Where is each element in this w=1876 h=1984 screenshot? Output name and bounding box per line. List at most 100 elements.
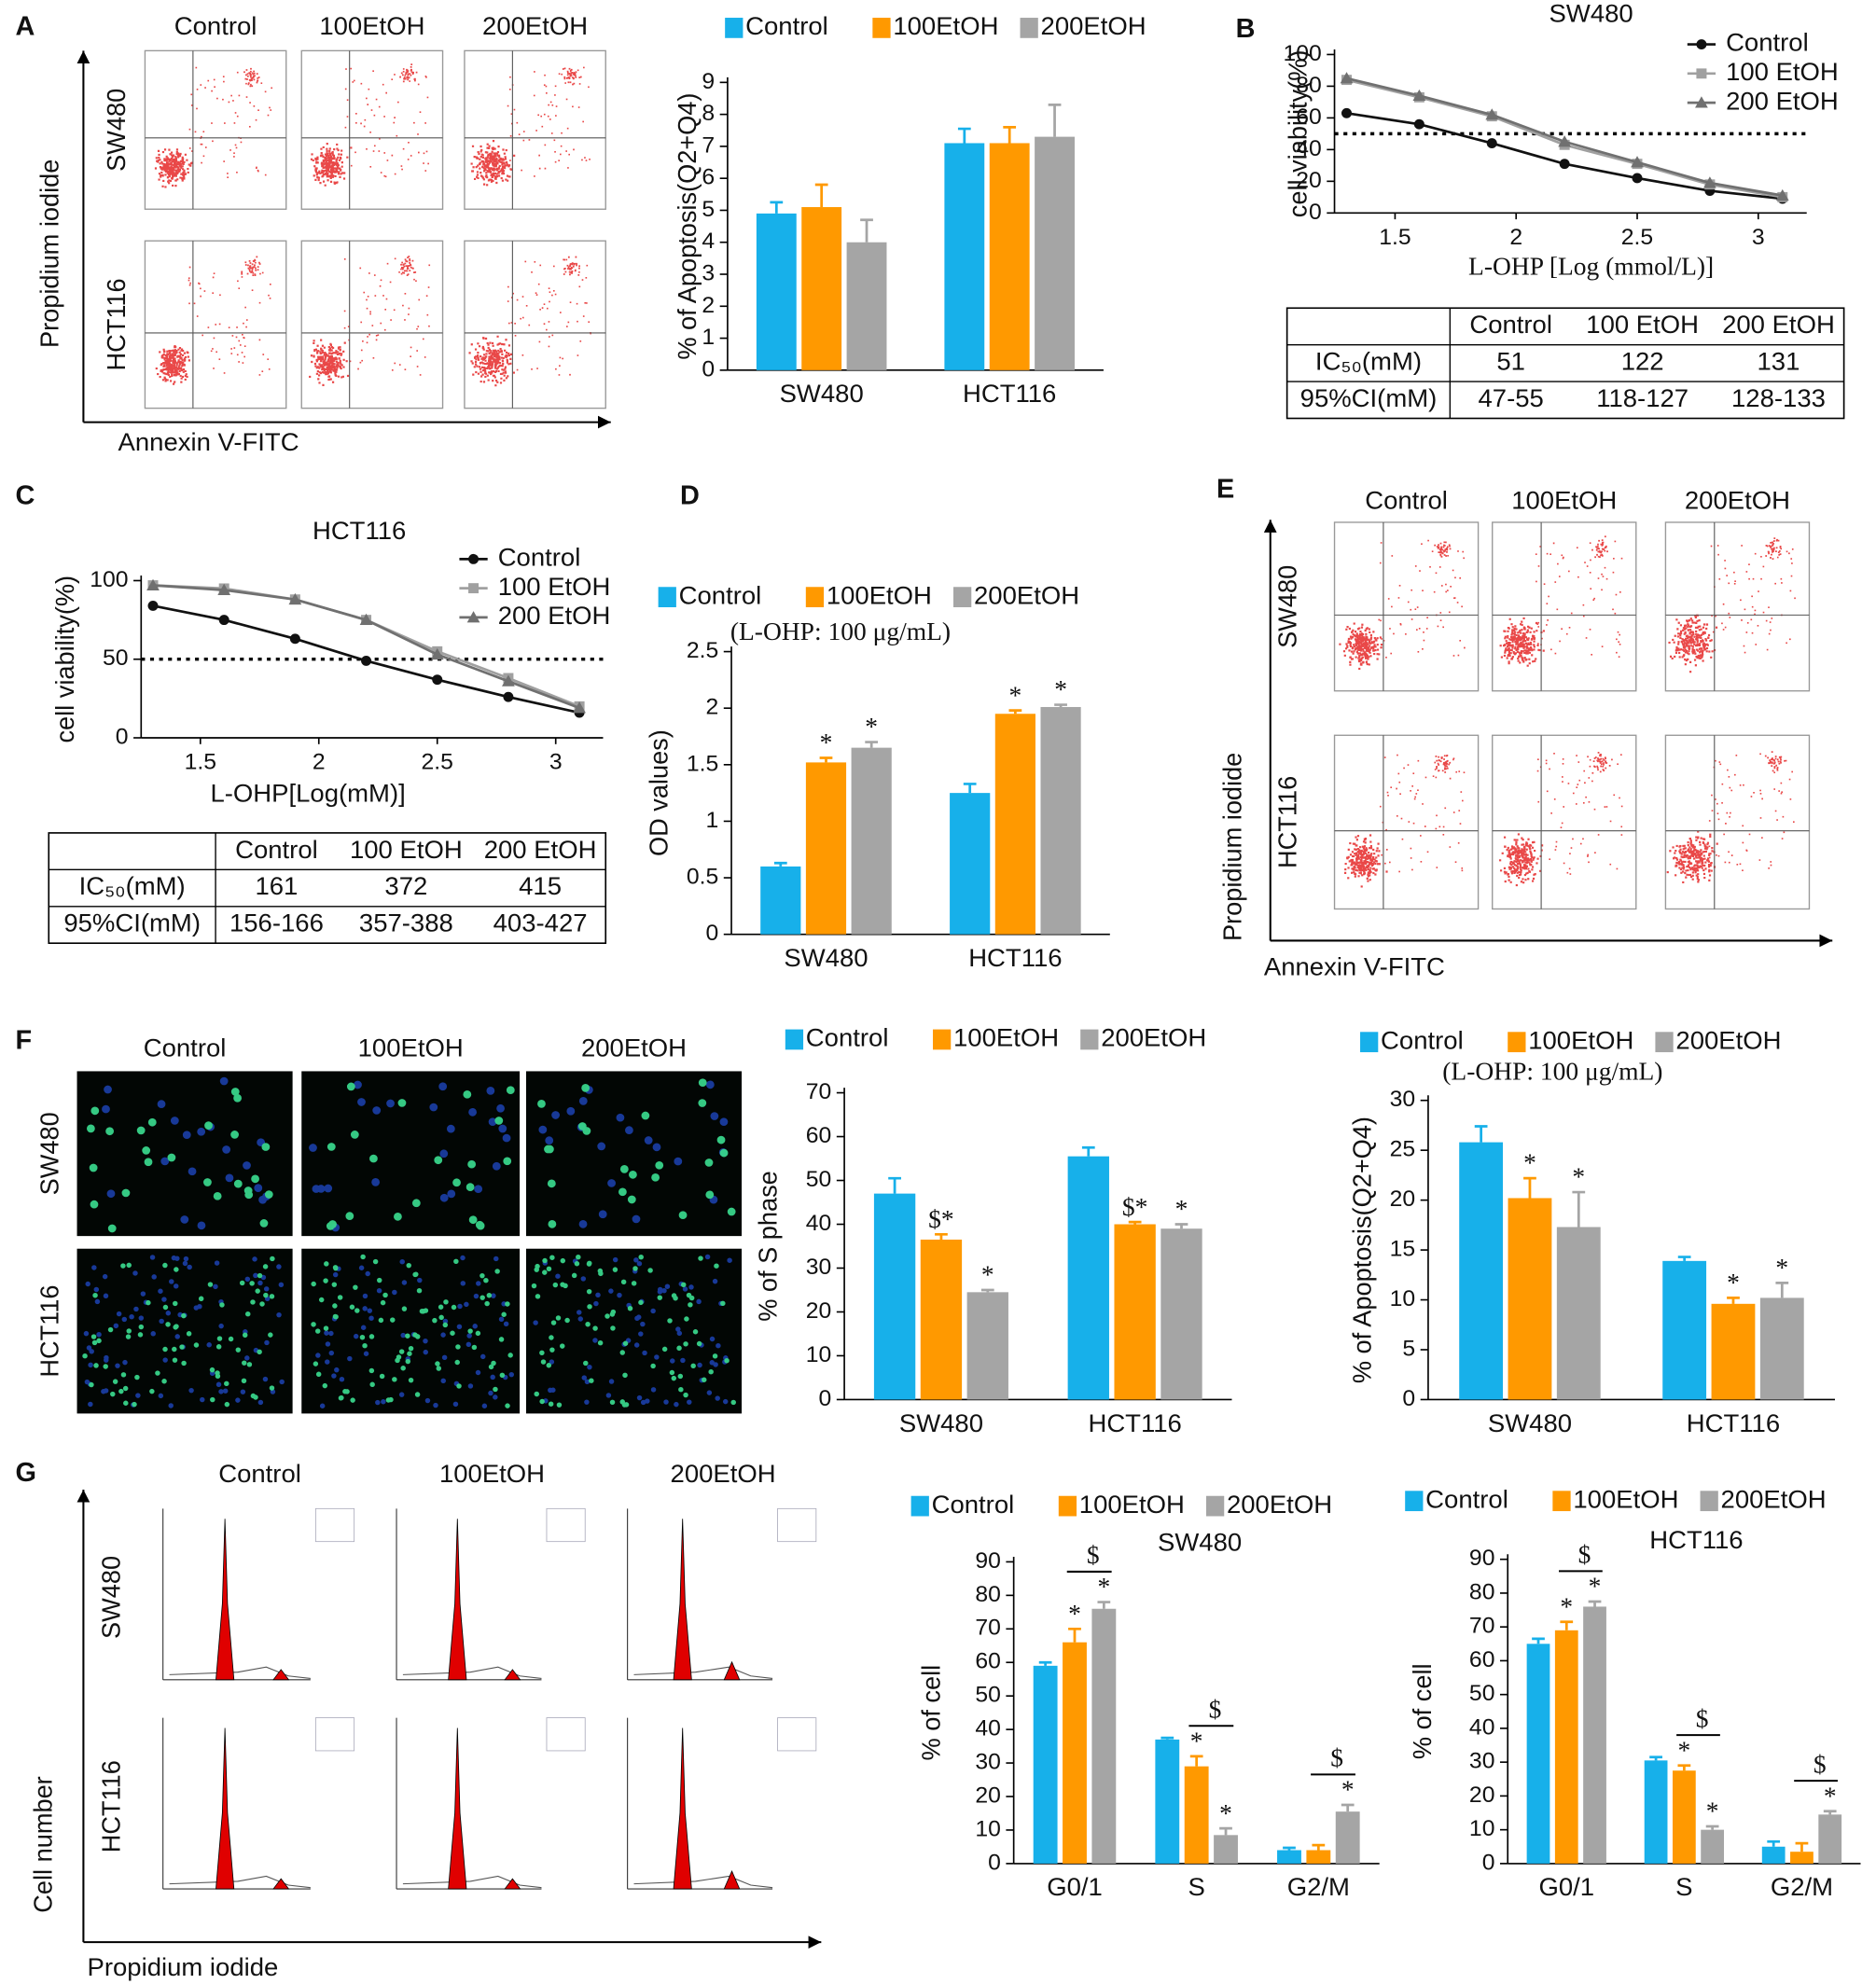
row-label: HCT116 [102, 278, 131, 370]
legend-marker [1695, 96, 1708, 108]
x-tick-label: G2/M [1771, 1872, 1833, 1901]
legend-label: 200 EtOH [498, 601, 611, 630]
table-header: Control [1469, 310, 1552, 339]
legend-swatch [953, 587, 972, 608]
significance-mark: * [1175, 1195, 1188, 1223]
y-tick-label: 20 [1296, 168, 1322, 193]
legend-swatch [785, 1029, 804, 1050]
legend-label: Control [498, 543, 581, 572]
x-tick-label: S [1675, 1872, 1692, 1901]
error-bar [1008, 709, 1022, 715]
legend-swatch [725, 18, 743, 38]
chart-title: SW480 [1158, 1528, 1242, 1557]
scatter-dots [1499, 535, 1623, 667]
error-bar [1767, 1839, 1781, 1847]
point-marker [1558, 135, 1572, 147]
fluorescence-image [525, 1248, 743, 1414]
y-tick-label: 50 [103, 645, 129, 671]
flow-plot [144, 49, 287, 210]
hist-legend-box [777, 1507, 817, 1543]
legend-swatch [1080, 1029, 1099, 1050]
y-tick-label: 0 [116, 725, 129, 750]
legend-swatch [1552, 1491, 1571, 1512]
y-tick-label: 60 [975, 1649, 1001, 1674]
histogram-image [162, 1717, 355, 1890]
bar [1033, 1665, 1058, 1864]
significance-mark: $* [1122, 1193, 1147, 1221]
point-marker [1631, 156, 1644, 168]
g1-peak [448, 1519, 467, 1681]
x-axis-label: L-OHP [Log (mmol/L)] [1468, 253, 1714, 281]
debris-curve [169, 1666, 311, 1679]
scatter-dots [1343, 754, 1466, 888]
error-bar [1068, 1627, 1081, 1643]
bracket-label: $ [1696, 1705, 1709, 1733]
fluorescence-image [76, 1071, 293, 1237]
point-marker [1559, 159, 1570, 170]
x-tick-label: SW480 [899, 1408, 983, 1437]
y-tick-label: 30 [1469, 1749, 1495, 1774]
table-header: 100 EtOH [350, 835, 463, 864]
histogram-image [627, 1507, 817, 1681]
g2-peak [723, 1870, 741, 1890]
y-tick-label: 7 [702, 132, 715, 158]
table-cell: 415 [519, 871, 562, 900]
error-bar [1775, 1282, 1789, 1298]
fluorescence-image [525, 1071, 743, 1237]
bar [994, 714, 1035, 935]
point-marker [359, 613, 373, 626]
axis-label: Propidium iodide [1217, 753, 1246, 941]
axis-label: Cell number [28, 1776, 57, 1912]
panel-label: G [16, 1458, 36, 1488]
y-tick-label: 70 [806, 1079, 832, 1104]
error-bar [1523, 1176, 1536, 1199]
point-marker [361, 655, 372, 666]
y-tick-label: 15 [1390, 1237, 1416, 1262]
y-tick-label: 20 [975, 1783, 1001, 1809]
bracket-label: $ [1209, 1696, 1222, 1724]
legend-label: 200EtOH [1101, 1023, 1206, 1052]
g2-peak [272, 1669, 290, 1681]
y-axis-label: % of Apoptosis(Q2+Q4) [1347, 1117, 1376, 1383]
y-tick-label: 40 [975, 1716, 1001, 1741]
point-marker [146, 578, 160, 590]
table-frame [1285, 307, 1845, 420]
g2-peak [504, 1669, 521, 1681]
g1-peak [448, 1727, 467, 1890]
plot-frame [300, 49, 444, 210]
scatter-dots [468, 256, 591, 387]
y-tick-label: 80 [975, 1582, 1001, 1607]
bar [805, 762, 847, 935]
error-bar [1649, 1755, 1662, 1761]
arrow-head [76, 50, 90, 63]
legend-swatch [1508, 1032, 1526, 1053]
bar [1214, 1835, 1238, 1864]
table-cell: 95%CI(mM) [1300, 383, 1438, 412]
bar [1335, 1811, 1360, 1864]
bar [1711, 1303, 1756, 1400]
table-header: 200 EtOH [484, 835, 597, 864]
histogram-image [162, 1507, 355, 1681]
x-tick-label: 2.5 [1621, 225, 1653, 250]
legend-label: 100EtOH [1079, 1490, 1185, 1519]
point-marker [217, 583, 231, 596]
y-tick-label: 5 [1402, 1337, 1415, 1362]
y-tick-label: 30 [975, 1750, 1001, 1775]
flow-plot [300, 49, 444, 210]
y-tick-label: 0 [1309, 200, 1322, 225]
error-bar [963, 783, 977, 794]
legend-label: Control [1425, 1485, 1508, 1514]
axis-label: Propidium iodide [88, 1952, 279, 1981]
error-bar [1048, 103, 1062, 137]
x-tick-label: 2 [1509, 225, 1522, 250]
column-label: 100EtOH [1511, 486, 1617, 515]
table-header: Control [235, 835, 318, 864]
flow-plot [144, 240, 287, 409]
plot-frame [144, 49, 287, 210]
cells-blue [83, 1255, 285, 1408]
point-marker [288, 592, 302, 605]
column-label: 200EtOH [1685, 486, 1790, 515]
arrow-head [808, 1935, 822, 1949]
histogram-image [627, 1717, 817, 1890]
error-bar [770, 201, 784, 214]
